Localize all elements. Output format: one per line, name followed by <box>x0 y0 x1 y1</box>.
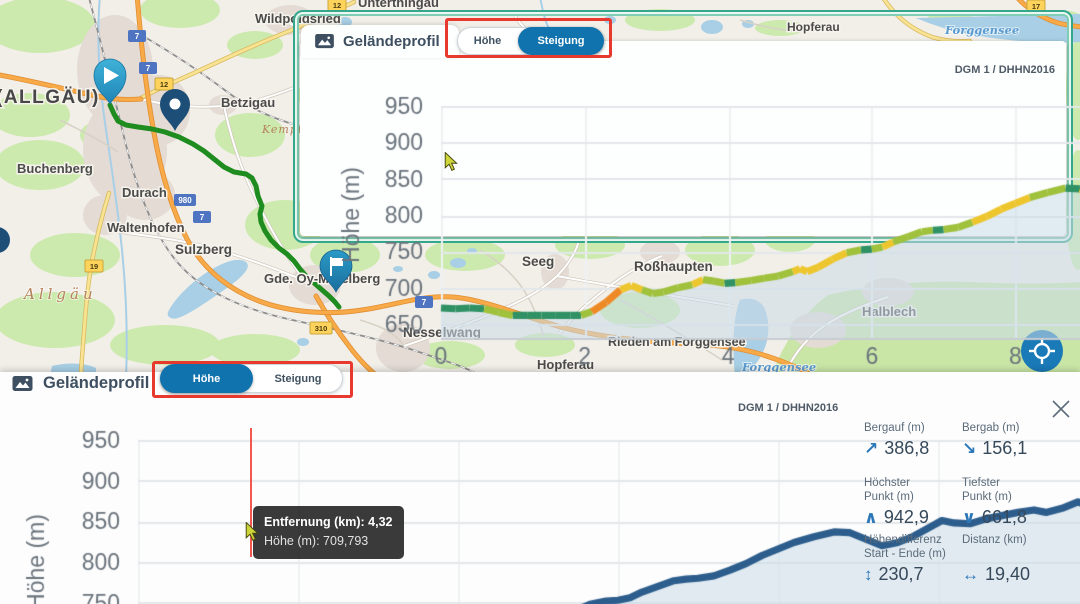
shield-b19: 19 <box>90 262 98 271</box>
road-shields: 7 7 12 12 980 7 19 310 7 17 <box>84 0 1046 335</box>
stat-tiefster-value: 661,8 <box>981 507 1027 527</box>
stat-hoechster-punkt: Höchster Punkt (m) ∧ 942,9 <box>864 477 929 527</box>
stat-bergauf-value: 386,8 <box>884 438 930 458</box>
label-durach: Durach <box>122 185 167 200</box>
chevron-up-icon: ∧ <box>864 507 878 527</box>
stat-bergab-value: 156,1 <box>982 438 1028 458</box>
tooltip-elevation: Höhe (m): 709,793 <box>264 534 369 549</box>
shield-a7: 7 <box>135 32 140 41</box>
waypoint-pin-marker[interactable] <box>160 89 190 131</box>
shield-b17: 17 <box>1032 2 1040 11</box>
bottom-elevation-source-label: DGM 1 / DHHN2016 <box>738 402 839 414</box>
hoehe-profile-chart[interactable] <box>18 416 1080 604</box>
stat-hoechster-value: 942,9 <box>883 507 929 527</box>
arrow-up-down-icon: ↕ <box>864 564 873 584</box>
stat-bergauf: Bergauf (m) ↗ 386,8 <box>864 422 930 458</box>
stat-hoehendifferenz-value: 230,7 <box>878 564 924 584</box>
top-toggle-steigung[interactable]: Steigung <box>518 27 604 55</box>
terrain-profile-popup-header: Geländeprofil <box>301 25 459 58</box>
shield-b12: 12 <box>160 80 168 89</box>
top-profile-mode-toggle: Höhe Steigung <box>457 27 604 55</box>
terrain-profile-icon <box>315 34 334 49</box>
label-sulzberg: Sulzberg <box>175 242 232 257</box>
route-start-marker[interactable] <box>93 58 127 105</box>
arrow-up-right-icon: ↗ <box>864 438 879 458</box>
bottom-panel-title: Geländeprofil <box>43 374 150 392</box>
top-panel-title: Geländeprofil <box>343 33 440 50</box>
bottom-toggle-hoehe[interactable]: Höhe <box>160 364 253 393</box>
pin-hole <box>169 98 181 110</box>
label-waltenhofen: Waltenhofen <box>107 220 185 235</box>
play-icon <box>104 67 119 84</box>
tooltip-distance: Entfernung (km): 4,32 <box>264 515 393 529</box>
shield-a7: 7 <box>200 213 205 222</box>
terrain-profile-icon <box>12 375 33 391</box>
chevron-down-icon: ∨ <box>962 507 976 527</box>
close-icon[interactable] <box>1048 396 1074 422</box>
label-buchenberg: Buchenberg <box>17 161 93 176</box>
label-hopferau-north: Hopferau <box>787 20 840 34</box>
stat-tiefster-punkt: Tiefster Punkt (m) ∨ 661,8 <box>962 477 1027 527</box>
label-forggensee: Forggensee <box>944 23 1019 37</box>
stat-hoehendifferenz: Höhendifferenz Start - Ende (m) ↕ 230,7 <box>864 534 946 584</box>
label-betzigau: Betzigau <box>221 95 275 110</box>
terrain-profile-panel-header: Geländeprofil <box>12 374 149 393</box>
map-edge-marker <box>0 227 10 253</box>
arrow-down-right-icon: ↘ <box>962 438 977 458</box>
stat-distanz-value: 19,40 <box>985 564 1031 584</box>
chart-tooltip: Entfernung (km): 4,32 Höhe (m): 709,793 <box>253 506 404 559</box>
shield-a980: 980 <box>178 196 192 205</box>
arrow-left-right-icon: ↔ <box>962 564 979 584</box>
chart-cursor-line <box>250 428 252 557</box>
steigung-profile-chart[interactable] <box>307 64 1080 408</box>
label-unterthingau: Unterthingau <box>358 0 439 10</box>
stat-distanz: Distanz (km) ↔ 19,40 <box>962 534 1031 584</box>
shield-a7: 7 <box>146 64 151 73</box>
stat-bergab: Bergab (m) ↘ 156,1 <box>962 422 1028 458</box>
terrain-profile-panel: Geländeprofil Höhe Steigung DGM 1 / DHHN… <box>0 364 1080 604</box>
bottom-profile-mode-toggle: Höhe Steigung <box>160 364 343 393</box>
top-toggle-hoehe[interactable]: Höhe <box>473 35 502 47</box>
shield-b12: 12 <box>333 1 341 10</box>
label-kempten-allgaeu: N (ALLGÄU) <box>0 87 100 108</box>
bottom-toggle-steigung[interactable]: Steigung <box>274 372 322 385</box>
planned-route[interactable] <box>107 102 342 310</box>
terrain-profile-popup: Geländeprofil Höhe Steigung DGM 1 / DHHN… <box>293 10 1080 408</box>
label-allgaeu-region: Allgäu <box>22 285 97 303</box>
